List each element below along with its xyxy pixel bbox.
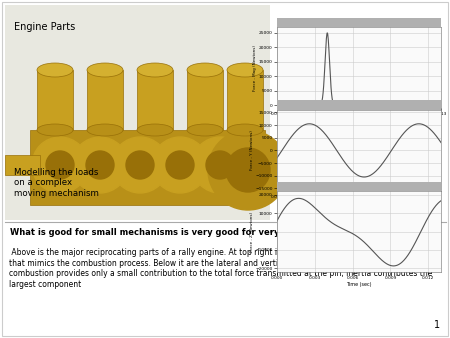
Ellipse shape (37, 124, 73, 136)
Ellipse shape (37, 63, 73, 77)
Circle shape (112, 137, 168, 193)
Circle shape (192, 137, 248, 193)
Circle shape (86, 151, 114, 179)
Ellipse shape (87, 63, 123, 77)
Y-axis label: Force - Y (Newtons): Force - Y (Newtons) (250, 130, 254, 170)
Ellipse shape (137, 124, 173, 136)
Bar (137, 70, 173, 130)
Circle shape (32, 137, 88, 193)
Bar (5, 155, 40, 175)
Ellipse shape (187, 124, 223, 136)
X-axis label: Time (sec): Time (sec) (346, 200, 372, 206)
Circle shape (206, 151, 234, 179)
Text: Combustion Force: Combustion Force (281, 20, 338, 25)
Circle shape (152, 137, 208, 193)
Circle shape (208, 130, 288, 210)
Ellipse shape (227, 124, 263, 136)
Ellipse shape (227, 63, 263, 77)
X-axis label: Time (sec): Time (sec) (346, 118, 372, 123)
Circle shape (166, 151, 194, 179)
Circle shape (46, 151, 74, 179)
Text: Engine Parts: Engine Parts (14, 22, 75, 32)
Bar (37, 70, 73, 130)
Bar (87, 70, 123, 130)
Ellipse shape (87, 124, 123, 136)
Bar (227, 70, 263, 130)
Ellipse shape (187, 63, 223, 77)
Circle shape (72, 137, 128, 193)
Circle shape (126, 151, 154, 179)
Ellipse shape (137, 63, 173, 77)
Text: Lateral Force: Lateral Force (281, 103, 322, 107)
Y-axis label: Force - Z (Newtons): Force - Z (Newtons) (250, 212, 254, 251)
Text: What is good for small mechanisms is very good for very big ones.: What is good for small mechanisms is ver… (10, 228, 326, 237)
Bar (187, 70, 223, 130)
Bar (5, 5, 270, 220)
Text: Total Force: Total Force (281, 184, 315, 189)
Circle shape (226, 148, 270, 192)
FancyBboxPatch shape (2, 2, 448, 336)
Bar (30, 130, 265, 205)
Text: 1: 1 (434, 320, 440, 330)
Text: Above is the major reciprocating parts of a rally engine. At top right is the fo: Above is the major reciprocating parts o… (9, 248, 440, 289)
Text: Modelling the loads
on a complex
moving mechanism: Modelling the loads on a complex moving … (14, 168, 99, 198)
X-axis label: Time (sec): Time (sec) (346, 282, 372, 287)
Y-axis label: Force - Mag (Newtons): Force - Mag (Newtons) (253, 45, 257, 91)
